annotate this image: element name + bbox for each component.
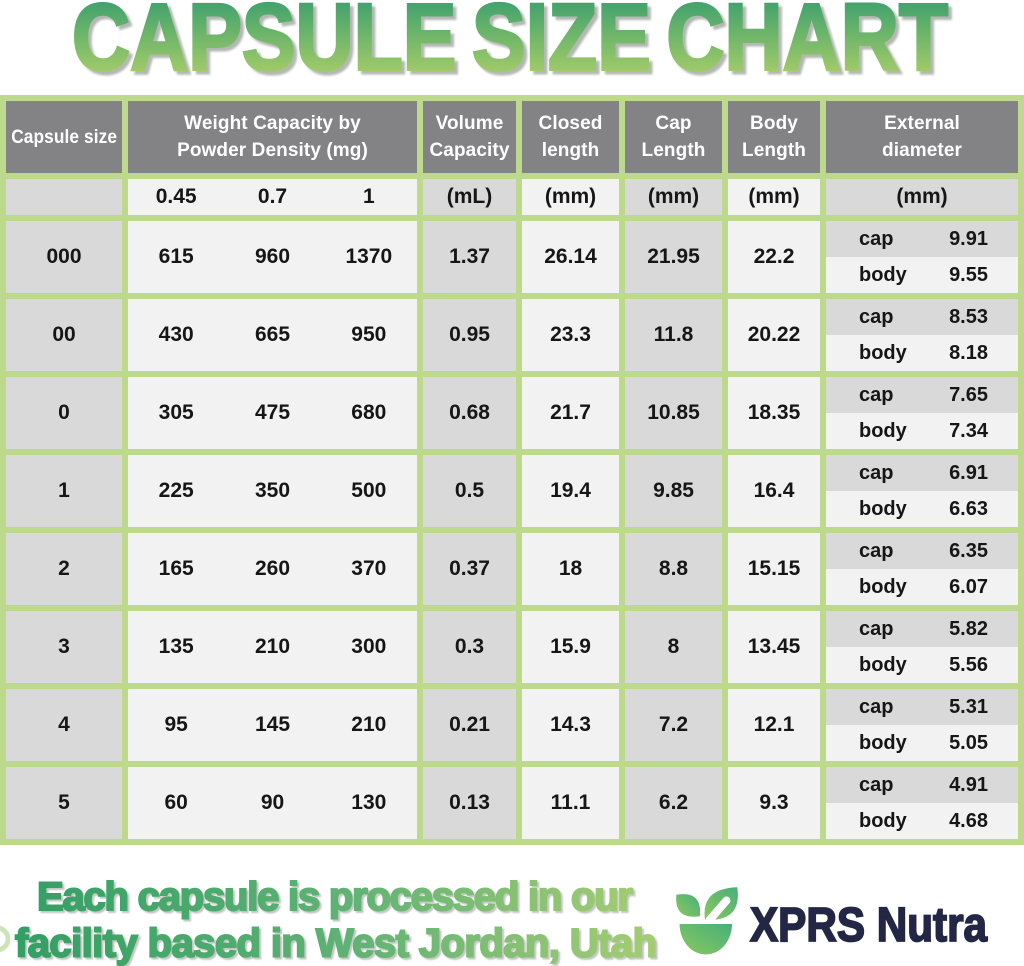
svg-text:Each capsule is processed in o: Each capsule is processed in our [37, 875, 633, 919]
svg-text:facility based in West Jordan,: facility based in West Jordan, Utah [15, 922, 657, 966]
svg-text:CAPSULE SIZE CHART: CAPSULE SIZE CHART [72, 0, 948, 91]
svg-text:XPRS Nutra: XPRS Nutra [750, 899, 987, 952]
